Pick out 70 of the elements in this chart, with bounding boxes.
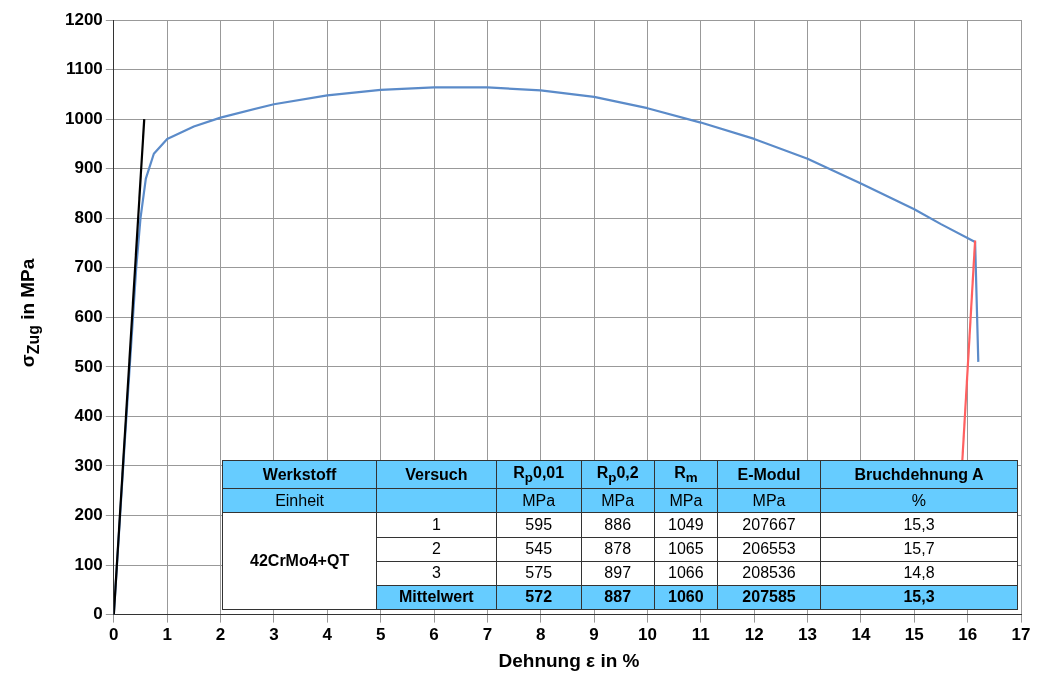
annotation: MPa (581, 488, 655, 513)
annotation: 1060 (654, 585, 718, 610)
x-tick-label: 11 (691, 625, 710, 645)
x-tick-label: 9 (589, 625, 599, 645)
y-tick-label: 0 (93, 604, 103, 624)
annotation: % (820, 488, 1018, 513)
x-tick-label: 2 (215, 625, 226, 645)
annotation: 2 (376, 537, 497, 562)
x-tick-label: 5 (375, 625, 386, 645)
y-tick-label: 300 (74, 455, 103, 475)
annotation: 1066 (654, 561, 718, 586)
y-tick-label: 1100 (65, 59, 103, 79)
x-tick-label: 8 (535, 625, 546, 645)
y-tick-label: 100 (74, 554, 103, 574)
annotation: 15,7 (820, 537, 1018, 562)
annotation: 207585 (717, 585, 821, 610)
x-tick-label: 10 (637, 625, 657, 645)
x-tick-label: 3 (269, 625, 279, 645)
annotation: 887 (581, 585, 655, 610)
x-axis-title: Dehnung ε in % (497, 650, 641, 672)
y-tick-label: 500 (74, 356, 103, 376)
x-tick-label: 7 (482, 625, 493, 645)
x-tick-label: 12 (744, 625, 764, 645)
annotation: 1 (376, 512, 497, 538)
annotation: R$_{p}$0,2 (581, 460, 655, 489)
x-tick-label: 13 (798, 625, 818, 645)
annotation: Einheit (222, 488, 377, 513)
annotation: 3 (376, 561, 497, 586)
y-tick-label: 400 (74, 406, 103, 426)
x-tick-label: 16 (958, 625, 978, 645)
x-tick-label: 17 (1011, 625, 1031, 645)
x-tick-label: 0 (109, 625, 119, 645)
annotation: MPa (717, 488, 821, 513)
annotation: MPa (496, 488, 582, 513)
annotation: 42CrMo4+QT (222, 512, 377, 610)
y-tick-label: 700 (74, 257, 103, 277)
x-tick-label: 15 (904, 625, 924, 645)
annotation: R$_{m}$ (654, 460, 718, 489)
annotation: 207667 (717, 512, 821, 538)
annotation: Mittelwert (376, 585, 497, 610)
annotation: 208536 (717, 561, 821, 586)
y-tick-label: 600 (74, 306, 103, 326)
y-tick-label: 900 (74, 158, 103, 178)
x-tick-label: 1 (162, 625, 172, 645)
annotation: 886 (581, 512, 655, 538)
x-tick-label: 14 (851, 625, 871, 645)
annotation: 572 (496, 585, 582, 610)
annotation: 15,3 (820, 512, 1018, 538)
annotation: 1049 (654, 512, 718, 538)
annotation: E-Modul (717, 460, 821, 489)
annotation: Versuch (376, 460, 497, 489)
annotation: 595 (496, 512, 582, 538)
y-tick-label: 800 (74, 207, 103, 227)
x-tick-label: 4 (322, 625, 333, 645)
annotation: R$_{p}$0,01 (496, 460, 582, 489)
y-tick-label: 200 (74, 505, 103, 525)
annotation: 206553 (717, 537, 821, 562)
annotation: MPa (654, 488, 718, 513)
annotation: 15,3 (820, 585, 1018, 610)
annotation: Werkstoff (222, 460, 377, 489)
annotation: Bruchdehnung A (820, 460, 1018, 489)
annotation: 14,8 (820, 561, 1018, 586)
annotation: 545 (496, 537, 582, 562)
annotation: 878 (581, 537, 655, 562)
annotation: 1065 (654, 537, 718, 562)
annotation: 575 (496, 561, 582, 586)
annotation: 897 (581, 561, 655, 586)
x-tick-label: 6 (429, 625, 439, 645)
y-tick-label: 1200 (64, 9, 103, 29)
y-tick-label: 1000 (64, 108, 103, 128)
